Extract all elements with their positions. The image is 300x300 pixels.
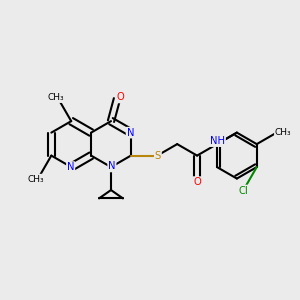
- Text: O: O: [117, 92, 124, 103]
- Text: N: N: [108, 161, 116, 172]
- Text: Cl: Cl: [239, 185, 249, 196]
- Text: NH: NH: [210, 136, 225, 146]
- Text: O: O: [193, 177, 201, 187]
- Text: S: S: [155, 151, 161, 160]
- Text: CH₃: CH₃: [27, 175, 44, 184]
- Text: N: N: [127, 128, 134, 138]
- Text: CH₃: CH₃: [47, 93, 64, 102]
- Text: N: N: [67, 162, 74, 172]
- Text: CH₃: CH₃: [275, 128, 291, 136]
